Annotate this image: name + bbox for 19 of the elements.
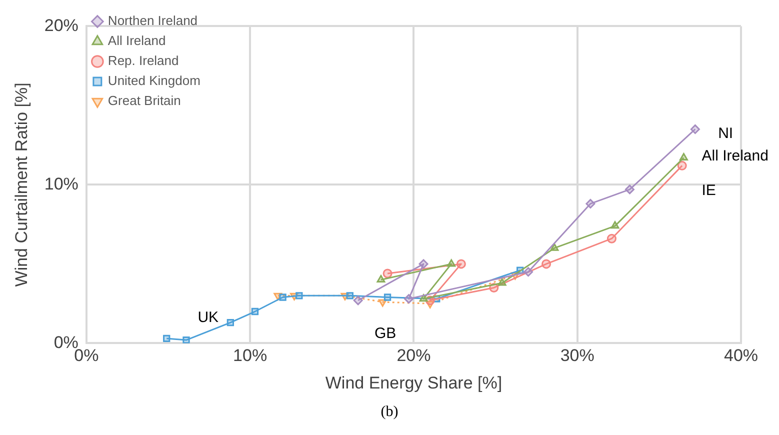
annotation: IE — [702, 182, 716, 200]
text: (b) — [380, 404, 400, 421]
annotation: GB — [374, 324, 396, 342]
legend-label: Great Britain — [108, 93, 181, 108]
annotation: UK — [198, 308, 219, 326]
legend-label: Rep. Ireland — [108, 53, 179, 68]
legend-label: United Kingdom — [108, 73, 200, 88]
x-tick-label: 30% — [560, 346, 594, 366]
annotation: All Ireland — [702, 147, 768, 164]
x-axis-title: Wind Energy Share [%] — [325, 373, 502, 392]
annotation: NI — [718, 125, 734, 142]
y-tick-label: 20% — [44, 16, 78, 35]
x-tick-label: 10% — [233, 346, 268, 366]
legend-label: Northen Ireland — [108, 13, 198, 28]
x-tick-label: 20% — [396, 346, 431, 366]
y-tick-label: 10% — [44, 174, 78, 194]
legend-label: All Ireland — [108, 33, 166, 48]
x-tick-label: 40% — [724, 346, 758, 366]
y-axis-title: Wind Curtailment Ratio [%] — [12, 82, 31, 287]
